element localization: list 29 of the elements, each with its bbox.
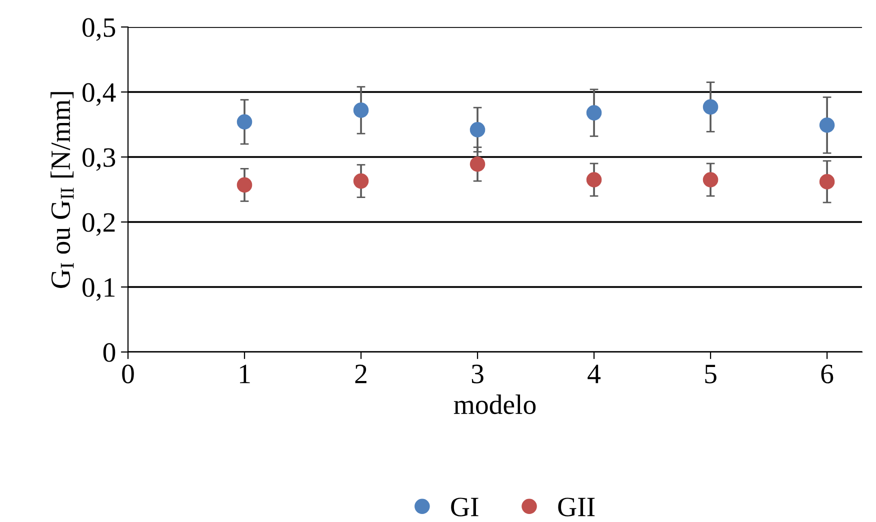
legend-label: GII <box>558 498 595 516</box>
y-tick-label: 0,3 <box>82 148 116 171</box>
x-tick-label: 1 <box>240 364 250 384</box>
point <box>586 172 602 188</box>
point <box>353 173 369 189</box>
point <box>236 177 252 193</box>
x-axis-title: modelo <box>454 394 536 414</box>
point <box>353 102 369 118</box>
point <box>702 99 718 115</box>
legend-label: GI <box>451 498 478 516</box>
y-tick-label: 0,4 <box>82 83 116 106</box>
point <box>236 114 252 130</box>
x-tick-label: 6 <box>821 364 834 384</box>
y-tick-label: 0,2 <box>82 213 115 236</box>
point <box>470 122 486 138</box>
y-tick-label: 0,5 <box>82 18 116 41</box>
x-tick-label: 5 <box>705 364 716 384</box>
point <box>702 172 718 188</box>
y-tick-label: 0,1 <box>82 278 115 301</box>
point <box>819 118 835 133</box>
y-tick-label: 0 <box>103 343 116 362</box>
point <box>586 105 602 120</box>
x-tick-label: 3 <box>472 364 484 384</box>
x-tick-label: 0 <box>122 364 134 384</box>
point <box>470 156 486 172</box>
y-axis-title: G$_{I}$ ou G$_{II}$ [N/mm] <box>50 92 74 288</box>
x-tick-label: 2 <box>355 364 366 384</box>
point <box>819 174 835 190</box>
x-tick-label: 4 <box>588 364 601 384</box>
